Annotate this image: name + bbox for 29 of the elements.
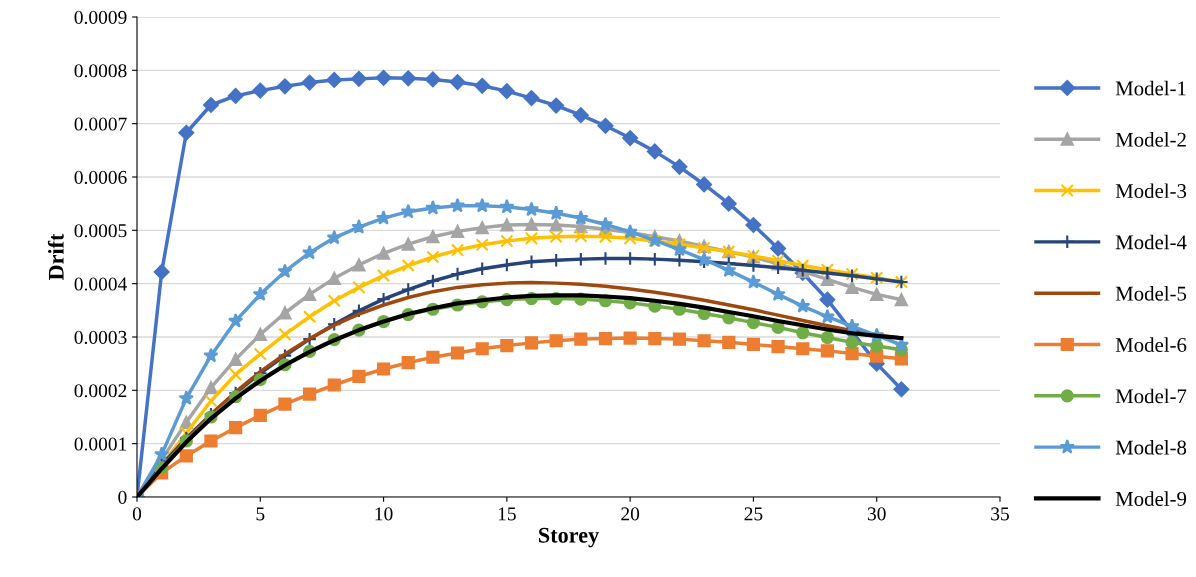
legend-label: Model-1 (1115, 80, 1186, 96)
y-tick-label: 0.0003 (74, 330, 127, 345)
legend-label: Model-9 (1115, 491, 1187, 506)
y-tick-label: 0.0002 (74, 384, 127, 398)
y-tick-label: 0.0001 (74, 437, 127, 451)
x-tick-label: 5 (256, 507, 265, 521)
x-tick-label: 0 (132, 507, 142, 521)
legend-label: Model-6 (1115, 337, 1187, 352)
y-tick-label: 0.0005 (74, 224, 127, 238)
x-axis-title: Storey (539, 527, 599, 548)
y-tick-label: 0.0008 (74, 64, 127, 78)
legend-label: Model-4 (1115, 234, 1187, 250)
legend-label: Model-3 (1115, 183, 1187, 199)
legend-label: Model-2 (1115, 132, 1186, 147)
x-tick-label: 35 (991, 507, 1009, 521)
y-axis-title: Drift (47, 233, 64, 281)
legend-label: Model-5 (1115, 286, 1187, 301)
y-tick-label: 0.0009 (74, 10, 127, 25)
x-tick-label: 25 (744, 507, 763, 521)
legend-label: Model-7 (1115, 388, 1187, 404)
x-tick-label: 30 (867, 507, 886, 521)
x-tick-label: 10 (375, 507, 393, 521)
legend-label: Model-8 (1115, 439, 1187, 455)
y-tick-label: 0.0006 (74, 170, 127, 185)
x-tick-label: 15 (498, 507, 516, 521)
y-tick-label: 0.0004 (74, 277, 127, 291)
y-tick-label: 0 (118, 490, 127, 504)
x-tick-label: 20 (621, 507, 640, 521)
y-tick-label: 0.0007 (74, 117, 127, 131)
